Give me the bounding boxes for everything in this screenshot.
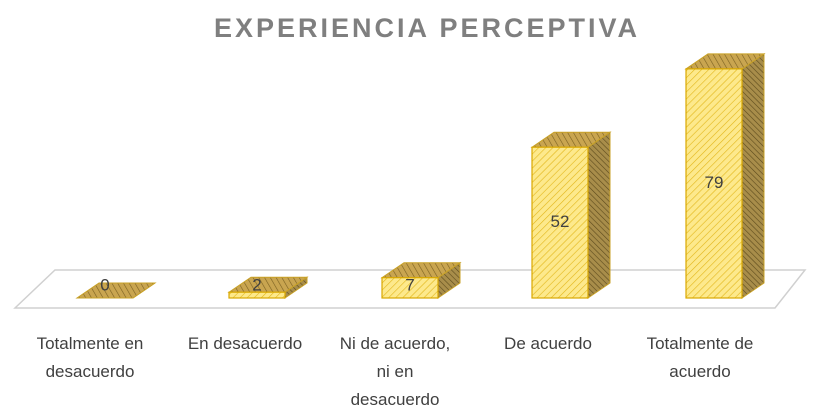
- x-tick-label: Ni de acuerdo, ni en desacuerdo: [340, 334, 451, 409]
- bar: [75, 282, 157, 299]
- chart-title: EXPERIENCIA PERCEPTIVA: [214, 13, 640, 43]
- bar-front: [531, 146, 589, 299]
- value-label: 52: [551, 212, 570, 231]
- x-tick-label: Totalmente de acuerdo: [647, 334, 754, 381]
- bar-top: [75, 282, 157, 299]
- bar: [380, 261, 462, 299]
- bar-front: [381, 277, 439, 299]
- x-tick-label: Totalmente en desacuerdo: [37, 334, 144, 381]
- value-label: 2: [252, 275, 261, 294]
- bar: [227, 276, 309, 299]
- value-label: 7: [405, 275, 414, 294]
- bar: [530, 131, 612, 299]
- value-label: 0: [100, 275, 109, 294]
- bar-side: [587, 131, 611, 299]
- bar-side: [741, 52, 765, 299]
- value-label: 79: [705, 173, 724, 192]
- bar: [684, 52, 766, 299]
- bar-front: [685, 68, 743, 299]
- x-tick-label: En desacuerdo: [188, 334, 302, 353]
- x-tick-label: De acuerdo: [504, 334, 592, 353]
- bar-front: [228, 291, 286, 299]
- floor: [13, 269, 807, 309]
